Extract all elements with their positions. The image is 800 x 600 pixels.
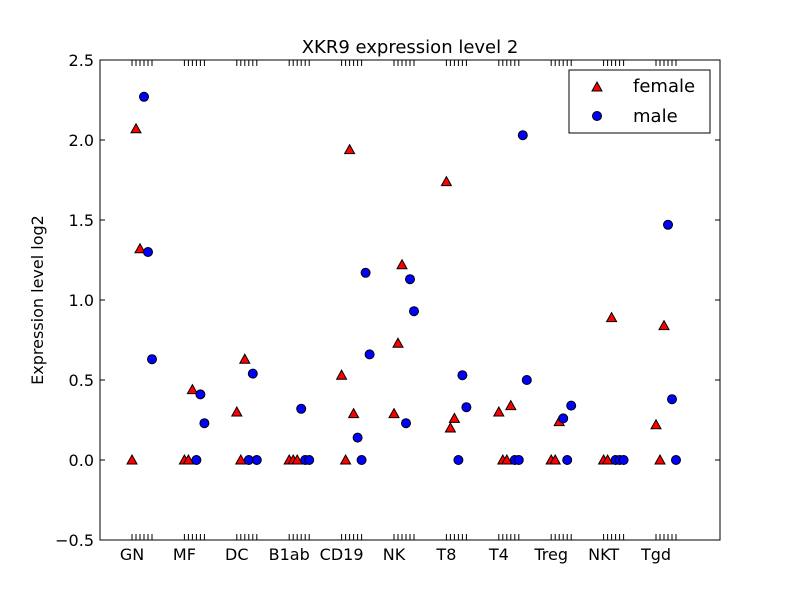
female-point <box>392 337 404 348</box>
female-point <box>396 258 408 270</box>
male-point <box>558 413 569 424</box>
legend-male-marker <box>592 111 602 121</box>
male-point <box>247 368 258 379</box>
legend: female male <box>568 69 711 134</box>
y-tick-label: 2.5 <box>69 51 94 70</box>
female-point <box>238 353 251 364</box>
male-point <box>296 403 307 414</box>
male-point <box>409 306 419 317</box>
male-point <box>360 267 371 278</box>
female-point <box>549 453 562 465</box>
female-point <box>654 453 666 465</box>
chart-title: XKR9 expression level 2 <box>302 37 519 58</box>
y-tick-label: 1.0 <box>69 291 94 310</box>
male-point <box>191 455 202 465</box>
male-point <box>147 354 157 365</box>
female-point <box>291 453 304 465</box>
male-point <box>199 418 210 429</box>
y-tick-label: 1.5 <box>69 211 94 230</box>
female-point <box>335 369 348 380</box>
male-point <box>618 455 629 465</box>
female-point <box>343 143 356 155</box>
male-point <box>562 455 573 465</box>
female-point <box>130 122 142 134</box>
x-axis: GN MF DC B1ab CD19 NK T8 T4 Treg NKT Tgd <box>120 60 677 564</box>
female-point <box>182 453 195 465</box>
female-point <box>601 453 614 465</box>
x-category-label: DC <box>225 545 249 564</box>
y-axis-label: Expression level log2 <box>28 215 47 385</box>
female-point <box>388 407 400 419</box>
male-point <box>356 455 367 465</box>
male-point <box>405 274 415 285</box>
y-tick-label: 2.0 <box>69 131 94 150</box>
x-category-label: T8 <box>435 545 456 564</box>
female-point <box>126 453 138 465</box>
male-point <box>663 219 673 230</box>
male-point <box>461 402 472 413</box>
male-point <box>521 375 532 385</box>
male-point <box>352 432 363 443</box>
female-point <box>186 383 199 395</box>
male-point <box>364 349 375 360</box>
female-point <box>504 399 517 411</box>
male-point <box>671 455 681 465</box>
male-point <box>453 455 464 465</box>
female-point <box>500 453 513 465</box>
x-category-label: CD19 <box>320 545 364 564</box>
legend-female-label: female <box>633 76 695 97</box>
female-point <box>605 311 618 323</box>
male-point <box>143 247 153 257</box>
legend-female-marker <box>591 80 603 92</box>
data-markers <box>126 91 681 465</box>
male-point <box>566 400 577 411</box>
male-point <box>513 455 524 465</box>
x-category-label: T4 <box>488 545 509 564</box>
female-point <box>234 453 247 465</box>
female-point <box>134 242 146 254</box>
female-point <box>440 175 453 187</box>
legend-male-label: male <box>633 106 678 127</box>
y-tick-label: 0.5 <box>69 371 94 390</box>
male-point <box>251 455 262 465</box>
female-point <box>658 319 670 331</box>
x-category-label: Tgd <box>640 545 671 564</box>
y-tick-label: 0.0 <box>69 451 94 470</box>
x-category-label: MF <box>173 545 196 564</box>
female-point <box>230 405 243 417</box>
x-category-label: NKT <box>588 545 619 564</box>
x-category-label: Treg <box>533 545 568 564</box>
x-category-label: NK <box>383 545 406 564</box>
x-category-label: B1ab <box>269 545 310 564</box>
male-point <box>195 389 206 400</box>
male-point <box>304 455 315 465</box>
male-point <box>401 418 411 429</box>
male-point <box>457 370 468 381</box>
female-point <box>492 405 505 417</box>
x-category-label: GN <box>120 545 144 564</box>
female-point <box>448 412 461 423</box>
y-axis: 2.5 2.0 1.5 1.0 0.5 0.0 −0.5 <box>55 51 720 550</box>
female-point <box>650 418 662 430</box>
female-point <box>347 407 360 419</box>
legend-box <box>568 69 711 134</box>
male-point <box>517 130 528 141</box>
female-point <box>339 453 352 465</box>
male-point <box>139 91 149 102</box>
male-point <box>667 394 677 405</box>
female-point <box>444 421 457 433</box>
y-tick-label: −0.5 <box>55 531 94 550</box>
